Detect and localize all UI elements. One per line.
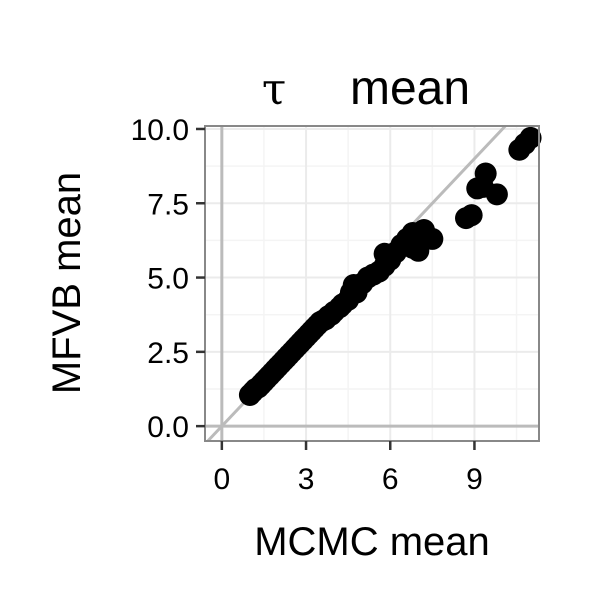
title-text: mean [350,62,470,115]
data-point [519,126,542,149]
chart-title: τ mean [262,62,470,115]
x-tick-label: 6 [382,463,399,496]
data-points [238,126,542,406]
y-tick-label: 2.5 [147,337,189,370]
y-tick-label: 0.0 [147,411,189,444]
x-tick-label: 9 [466,463,483,496]
x-axis-title: MCMC mean [254,520,490,564]
data-point [460,204,483,227]
y-axis-title: MFVB mean [45,172,89,394]
x-tick-label: 0 [213,463,230,496]
data-point [485,183,508,206]
title-symbol: τ [262,64,286,115]
y-axis: 0.0 2.5 5.0 7.5 10.0 [131,114,205,444]
x-tick-label: 3 [298,463,315,496]
x-axis: 0 3 6 9 [213,441,483,496]
y-tick-label: 5.0 [147,263,189,296]
data-point [407,236,430,259]
y-tick-label: 10.0 [131,114,189,147]
data-point [474,162,497,185]
plot-panel-border [204,125,540,442]
y-tick-label: 7.5 [147,188,189,221]
